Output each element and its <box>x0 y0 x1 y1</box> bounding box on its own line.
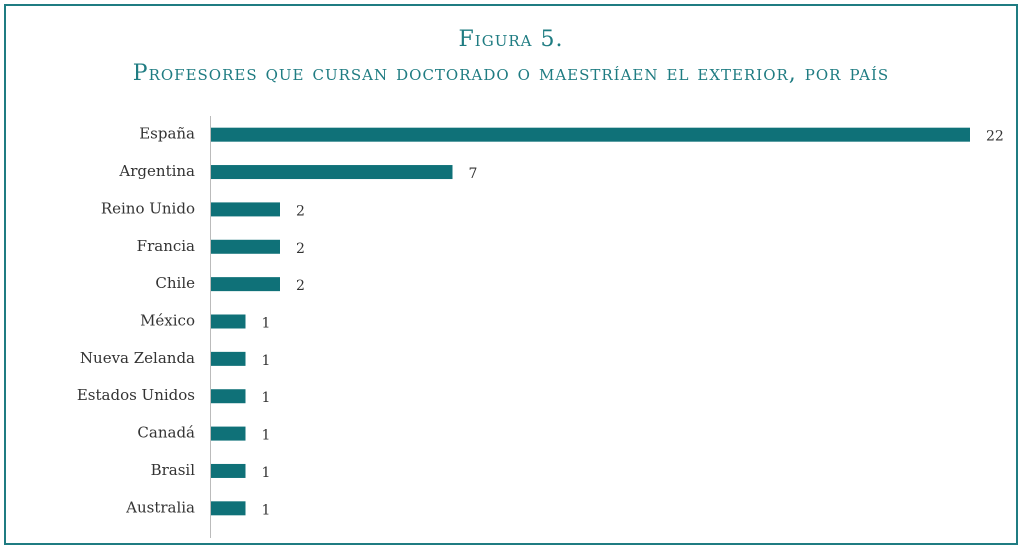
data-label: 2 <box>296 278 305 294</box>
y-tick-label: Reino Unido <box>101 199 195 217</box>
y-tick-label: Francia <box>137 237 195 255</box>
bar <box>211 314 246 329</box>
data-label: 2 <box>296 203 305 219</box>
chart-subtitle: Profesores que cursan doctorado o maestr… <box>133 61 889 86</box>
frame <box>4 4 1018 545</box>
y-tick-label: España <box>139 125 195 143</box>
bar <box>211 389 246 404</box>
data-label: 1 <box>262 353 271 369</box>
y-tick-label: México <box>140 312 195 330</box>
y-tick-label: Estados Unidos <box>77 386 195 404</box>
data-label: 7 <box>469 166 478 182</box>
y-tick-label: Brasil <box>151 461 196 479</box>
bar <box>211 165 453 180</box>
chart-title: Figura 5. <box>459 27 564 52</box>
y-tick-label: Chile <box>155 274 195 292</box>
bar <box>211 501 246 516</box>
bar <box>211 351 246 366</box>
bar <box>211 127 970 142</box>
bar <box>211 463 246 478</box>
bar <box>211 202 280 217</box>
bar <box>211 239 280 254</box>
data-label: 1 <box>262 465 271 481</box>
y-tick-label: Nueva Zelanda <box>80 349 195 367</box>
bar <box>211 426 246 441</box>
y-tick-label: Canadá <box>137 424 195 442</box>
y-tick-label: Australia <box>125 498 195 516</box>
bar <box>211 277 280 292</box>
data-label: 1 <box>262 316 271 332</box>
y-tick-label: Argentina <box>118 162 195 180</box>
data-label: 1 <box>262 428 271 444</box>
data-label: 22 <box>986 129 1004 145</box>
data-label: 1 <box>262 502 271 518</box>
data-label: 2 <box>296 241 305 257</box>
data-label: 1 <box>262 390 271 406</box>
